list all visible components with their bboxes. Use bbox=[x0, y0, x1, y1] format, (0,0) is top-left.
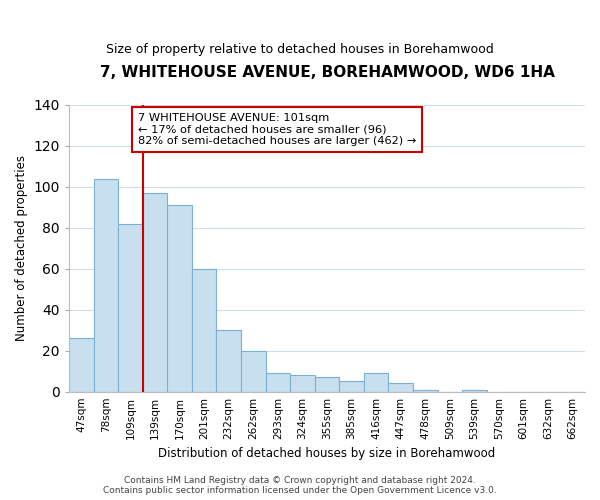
X-axis label: Distribution of detached houses by size in Borehamwood: Distribution of detached houses by size … bbox=[158, 447, 496, 460]
Text: 7 WHITEHOUSE AVENUE: 101sqm
← 17% of detached houses are smaller (96)
82% of sem: 7 WHITEHOUSE AVENUE: 101sqm ← 17% of det… bbox=[138, 113, 416, 146]
Title: 7, WHITEHOUSE AVENUE, BOREHAMWOOD, WD6 1HA: 7, WHITEHOUSE AVENUE, BOREHAMWOOD, WD6 1… bbox=[100, 65, 554, 80]
Bar bbox=[94, 178, 118, 392]
Bar bbox=[339, 382, 364, 392]
Bar bbox=[462, 390, 487, 392]
Bar bbox=[69, 338, 94, 392]
Bar bbox=[413, 390, 437, 392]
Bar bbox=[143, 193, 167, 392]
Bar bbox=[314, 378, 339, 392]
Bar bbox=[290, 376, 314, 392]
Bar bbox=[217, 330, 241, 392]
Bar bbox=[192, 268, 217, 392]
Bar bbox=[167, 205, 192, 392]
Bar bbox=[118, 224, 143, 392]
Text: Contains HM Land Registry data © Crown copyright and database right 2024.
Contai: Contains HM Land Registry data © Crown c… bbox=[103, 476, 497, 495]
Bar bbox=[388, 384, 413, 392]
Bar bbox=[364, 373, 388, 392]
Bar bbox=[266, 373, 290, 392]
Text: Size of property relative to detached houses in Borehamwood: Size of property relative to detached ho… bbox=[106, 42, 494, 56]
Y-axis label: Number of detached properties: Number of detached properties bbox=[15, 155, 28, 341]
Bar bbox=[241, 350, 266, 392]
